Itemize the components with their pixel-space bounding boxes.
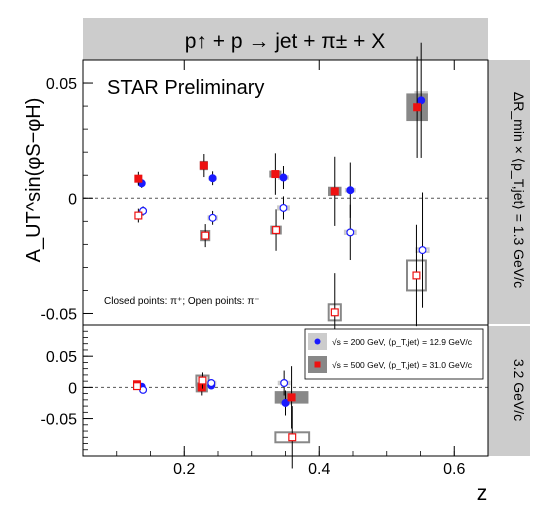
points-note: Closed points: π⁺; Open points: π⁻	[104, 296, 260, 307]
preliminary-label: STAR Preliminary	[107, 77, 264, 99]
top-ytick-label-0: 0.05	[46, 76, 77, 93]
right-strip	[488, 60, 530, 456]
title-strip	[83, 18, 488, 60]
bottom-s500-open-point-1	[198, 376, 207, 385]
top-s500-open-point-2	[272, 226, 281, 235]
bottom-s200-open-point-1	[207, 379, 216, 388]
top-s200-closed-point-4	[417, 96, 426, 105]
top-s500-open-point-1	[201, 231, 210, 240]
bottom-s200-closed-point-2	[281, 398, 290, 407]
y-axis-label: A_UT^sin(φS−φH)	[23, 98, 45, 263]
bottom-s500-open-point-2	[288, 433, 297, 442]
bottom-strip-label: 3.2 GeV/c	[511, 359, 527, 421]
top-s200-closed-point-2	[279, 173, 288, 182]
bottom-s500-closed-point-1	[197, 383, 206, 392]
bottom-s500-closed-point-2	[287, 393, 296, 402]
bottom-ytick-label-1: 0	[68, 380, 77, 397]
top-s500-closed-point-2	[271, 170, 280, 179]
top-s200-closed-point-1	[208, 174, 217, 183]
bottom-s200-open-point-2	[280, 379, 289, 388]
legend-label-500: √s = 500 GeV, ⟨p_T,jet⟩ = 31.0 GeV/c	[332, 360, 473, 370]
top-s200-open-point-2	[279, 203, 288, 212]
xtick-label-2: 0.6	[443, 461, 465, 478]
legend-frame	[304, 328, 484, 380]
top-s500-closed-point-1	[199, 161, 208, 170]
bottom-ytick-label-0: 0.05	[46, 349, 77, 366]
legend: √s = 200 GeV, ⟨p_T,jet⟩ = 12.9 GeV/c √s …	[304, 328, 484, 380]
bottom-s500-open-point-0	[133, 382, 142, 391]
top-s200-open-point-3	[346, 228, 355, 237]
top-s500-closed-point-3	[330, 187, 339, 196]
chart-title: p↑ + p → jet + π± + X	[185, 30, 386, 53]
top-s500-open-point-0	[134, 211, 143, 220]
top-s500-closed-point-4	[413, 103, 422, 112]
xtick-label-0: 0.2	[173, 461, 195, 478]
legend-swatch-500-marker	[314, 361, 321, 368]
xtick-label-1: 0.4	[308, 461, 330, 478]
top-s200-closed-point-3	[346, 186, 355, 195]
top-s500-open-point-4	[412, 271, 421, 280]
top-s200-open-point-4	[418, 246, 427, 255]
legend-swatch-200-marker	[314, 338, 321, 345]
bottom-ytick-label-2: -0.05	[41, 412, 78, 429]
top-strip-label: ΔR_min × ⟨p_T,jet⟩ = 1.3 GeV/c	[511, 92, 527, 288]
top-s500-open-point-3	[330, 308, 339, 317]
legend-label-200: √s = 200 GeV, ⟨p_T,jet⟩ = 12.9 GeV/c	[332, 337, 473, 347]
top-s500-closed-point-0	[134, 174, 143, 183]
top-s200-open-point-1	[208, 213, 217, 222]
top-ytick-label-1: 0	[68, 191, 77, 208]
top-ytick-label-2: -0.05	[41, 306, 78, 323]
x-axis-label: z	[477, 482, 488, 505]
